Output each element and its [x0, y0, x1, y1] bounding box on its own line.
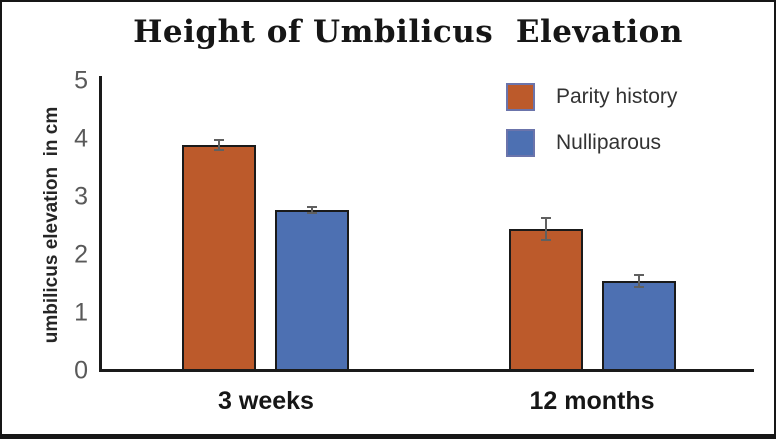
legend-swatch-nulliparous [506, 129, 535, 157]
y-tick-label-4: 4 [74, 124, 88, 153]
legend-label-parity-history: Parity history [556, 85, 678, 108]
bar-nulliparous-3-weeks [275, 210, 349, 371]
legend-entry-nulliparous: Nulliparous [506, 128, 677, 158]
y-tick-label-2: 2 [74, 240, 88, 269]
y-tick-label-3: 3 [74, 182, 88, 211]
x-tick-label-12-months: 12 months [529, 387, 655, 415]
y-tick-label-5: 5 [74, 66, 88, 95]
error-bar [214, 139, 224, 151]
x-axis-line [99, 369, 754, 372]
legend-swatch-parity-history [506, 83, 535, 111]
error-bar [307, 206, 317, 214]
legend-label-nulliparous: Nulliparous [556, 131, 662, 154]
y-tick-label-0: 0 [74, 356, 88, 385]
bar-parity-history-12-months [508, 229, 583, 371]
legend: Parity history Nulliparous [506, 82, 677, 174]
chart-title: Height of Umbilicus Elevation [133, 14, 683, 50]
y-tick-label-1: 1 [74, 298, 88, 327]
x-tick-label-3-weeks: 3 weeks [218, 387, 314, 415]
error-bar [633, 274, 644, 288]
legend-entry-parity-history: Parity history [506, 82, 677, 112]
bar-parity-history-3-weeks [182, 145, 256, 371]
bar-nulliparous-12-months [601, 281, 676, 371]
y-axis-line [99, 76, 102, 371]
error-bar [540, 217, 551, 241]
y-axis-label: umbilicus elevation in cm [41, 106, 62, 344]
